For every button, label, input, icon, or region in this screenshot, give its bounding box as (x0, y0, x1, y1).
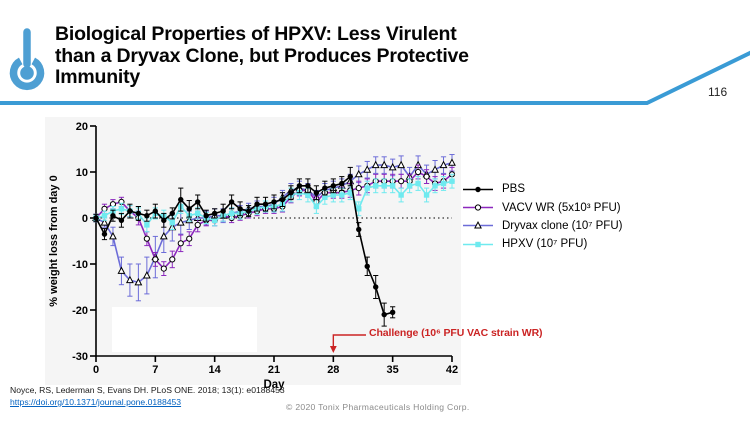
legend-label: Dryvax clone (10⁷ PFU) (502, 219, 623, 232)
chart-legend: PBS VACV WR (5x10³ PFU) Dryvax clone (10⁷ … (463, 180, 622, 254)
svg-text:10: 10 (76, 167, 88, 179)
citation-text: Noyce, RS, Lederman S, Evans DH. PLoS ON… (10, 385, 285, 395)
legend-item: PBS (463, 180, 622, 198)
legend-item: HPXV (10⁷ PFU) (463, 235, 622, 253)
svg-text:20: 20 (76, 121, 88, 133)
legend-marker-icon (463, 221, 493, 229)
svg-text:-10: -10 (72, 259, 88, 271)
legend-label: VACV WR (5x10³ PFU) (502, 201, 621, 214)
legend-marker-icon (463, 204, 493, 211)
tonix-logo-icon (9, 28, 45, 91)
legend-label: HPXV (10⁷ PFU) (502, 238, 588, 251)
svg-text:-20: -20 (72, 305, 88, 317)
challenge-annotation: Challenge (10⁶ PFU VAC strain WR) (369, 327, 543, 339)
svg-text:42: 42 (446, 364, 458, 376)
legend-label: PBS (502, 183, 526, 196)
weight-loss-chart: -30 -20 -10 0 10 20 0 7 14 21 28 35 42 Day % weight lo… (45, 117, 461, 391)
svg-text:7: 7 (152, 364, 158, 376)
series-PBS (93, 166, 396, 327)
svg-text:Day: Day (263, 379, 285, 391)
legend-item: VACV WR (5x10³ PFU) (463, 198, 622, 216)
svg-text:-30: -30 (72, 351, 88, 363)
svg-text:28: 28 (327, 364, 339, 376)
svg-text:% weight loss from day 0: % weight loss from day 0 (48, 175, 60, 306)
svg-text:35: 35 (387, 364, 399, 376)
page-number: 116 (708, 85, 728, 99)
svg-text:0: 0 (93, 364, 99, 376)
copyright-text: © 2020 Tonix Pharmaceuticals Holding Cor… (286, 402, 470, 412)
svg-text:14: 14 (209, 364, 222, 376)
challenge-arrow (329, 334, 366, 353)
legend-marker-icon (463, 186, 493, 192)
svg-text:21: 21 (268, 364, 280, 376)
whitebox-overlay (112, 307, 257, 352)
svg-text:0: 0 (82, 213, 88, 225)
legend-marker-icon (463, 241, 493, 248)
legend-item: Dryvax clone (10⁷ PFU) (463, 217, 622, 235)
chart-axes: -30 -20 -10 0 10 20 0 7 14 21 28 35 42 Day % weight lo… (48, 121, 458, 391)
slide-title: Biological Properties of HPXV: Less Viru… (55, 23, 469, 88)
citation-link[interactable]: https://doi.org/10.1371/journal.pone.018… (10, 397, 182, 407)
